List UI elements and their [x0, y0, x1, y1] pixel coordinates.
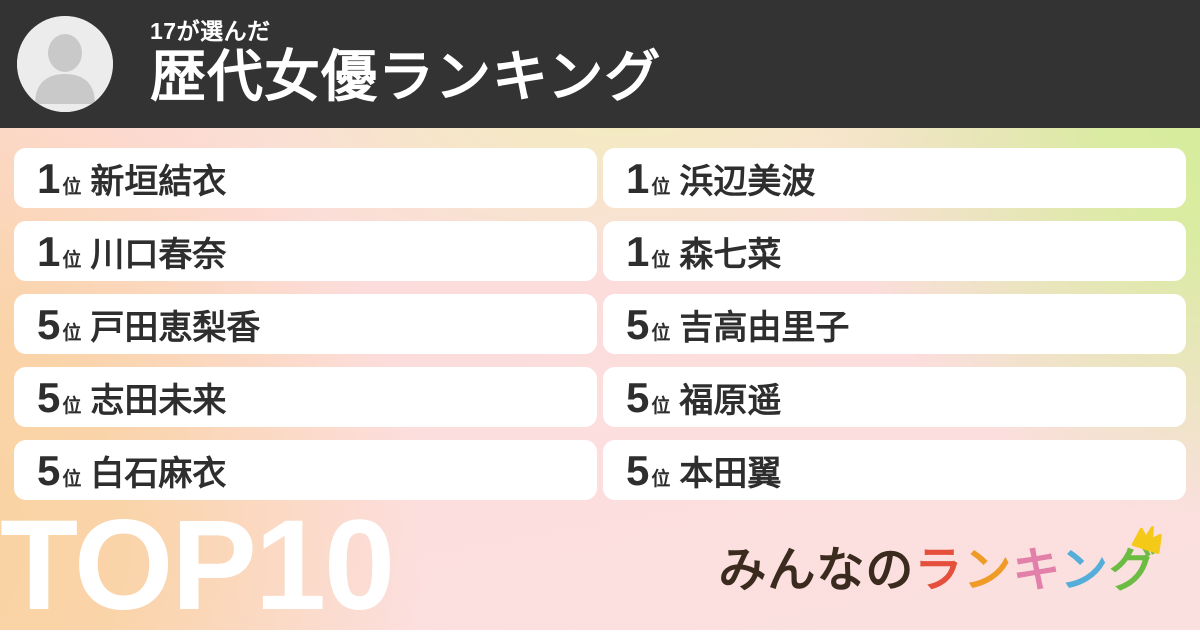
ranking-entry: 5 位 吉高由里子: [626, 300, 849, 349]
ranking-entry: 1 位 森七菜: [626, 227, 781, 276]
rank-suffix: 位: [62, 176, 82, 198]
actress-name: 戸田恵梨香: [90, 308, 261, 347]
rank-suffix: 位: [62, 395, 82, 417]
rank-suffix: 位: [651, 468, 671, 490]
brand-logo[interactable]: みんなのランキング: [718, 526, 1162, 602]
page-title: 歴代女優ランキング: [150, 44, 662, 108]
rank-suffix: 位: [62, 322, 82, 344]
avatar: [17, 16, 113, 112]
rank-number: 1: [626, 154, 650, 202]
rank-suffix: 位: [651, 322, 671, 344]
ranking-item-3[interactable]: 5 位 戸田恵梨香: [14, 294, 597, 354]
header-text: 17が選んだ 歴代女優ランキング: [150, 18, 1150, 106]
rank-suffix: 位: [62, 249, 82, 271]
rank-number: 5: [626, 446, 650, 494]
logo-char-1: ラ: [914, 544, 964, 597]
header: 17が選んだ 歴代女優ランキング: [0, 0, 1200, 128]
rank-suffix: 位: [651, 176, 671, 198]
logo-text-prefix: みんなの: [718, 544, 915, 597]
logo-char-4: ン: [1059, 544, 1109, 597]
ranking-item-9[interactable]: 5 位 福原遥: [603, 367, 1186, 427]
actress-name: 志田未来: [90, 381, 227, 420]
rank-number: 5: [37, 446, 61, 494]
logo-char-2: ン: [963, 544, 1013, 597]
rank-suffix: 位: [651, 249, 671, 271]
rank-suffix: 位: [651, 395, 671, 417]
ranking-board: 1 位 新垣結衣 1 位 川口春奈 5 位 戸田恵梨香: [0, 128, 1200, 630]
actress-name: 新垣結衣: [90, 162, 227, 201]
ranking-item-1[interactable]: 1 位 新垣結衣: [14, 148, 597, 208]
ranking-grid: 1 位 新垣結衣 1 位 川口春奈 5 位 戸田恵梨香: [14, 148, 1186, 500]
actress-name: 本田翼: [679, 454, 782, 493]
actress-name: 吉高由里子: [679, 308, 850, 347]
actress-name: 浜辺美波: [679, 162, 816, 201]
ranking-item-10[interactable]: 5 位 本田翼: [603, 440, 1186, 500]
ranking-item-7[interactable]: 1 位 森七菜: [603, 221, 1186, 281]
ranking-entry: 5 位 戸田恵梨香: [37, 300, 260, 349]
ranking-item-8[interactable]: 5 位 吉高由里子: [603, 294, 1186, 354]
rank-number: 1: [37, 154, 61, 202]
rank-number: 5: [626, 373, 650, 421]
rank-number: 5: [37, 300, 61, 348]
header-author-line: 17が選んだ: [150, 18, 271, 44]
rank-number: 1: [626, 227, 650, 275]
ranking-entry: 5 位 白石麻衣: [37, 446, 226, 495]
ranking-entry: 5 位 志田未来: [37, 373, 226, 422]
ranking-entry: 1 位 川口春奈: [37, 227, 226, 276]
ranking-item-5[interactable]: 5 位 白石麻衣: [14, 440, 597, 500]
actress-name: 森七菜: [679, 235, 782, 274]
rank-number: 5: [37, 373, 61, 421]
actress-name: 川口春奈: [90, 235, 227, 274]
rank-number: 5: [626, 300, 650, 348]
ranking-item-6[interactable]: 1 位 浜辺美波: [603, 148, 1186, 208]
ranking-entry: 1 位 新垣結衣: [37, 154, 226, 203]
ranking-item-2[interactable]: 1 位 川口春奈: [14, 221, 597, 281]
rank-suffix: 位: [62, 468, 82, 490]
ranking-entry: 5 位 福原遥: [626, 373, 781, 422]
top10-label: TOP10: [0, 494, 395, 637]
logo-char-5: グ: [1108, 544, 1158, 597]
person-icon: [17, 16, 113, 112]
actress-name: 福原遥: [679, 381, 782, 420]
crown-icon: [1129, 520, 1169, 555]
ranking-entry: 5 位 本田翼: [626, 446, 781, 495]
ranking-entry: 1 位 浜辺美波: [626, 154, 815, 203]
ranking-item-4[interactable]: 5 位 志田未来: [14, 367, 597, 427]
rank-number: 1: [37, 227, 61, 275]
logo-char-3: キ: [1012, 544, 1060, 597]
actress-name: 白石麻衣: [90, 454, 227, 493]
